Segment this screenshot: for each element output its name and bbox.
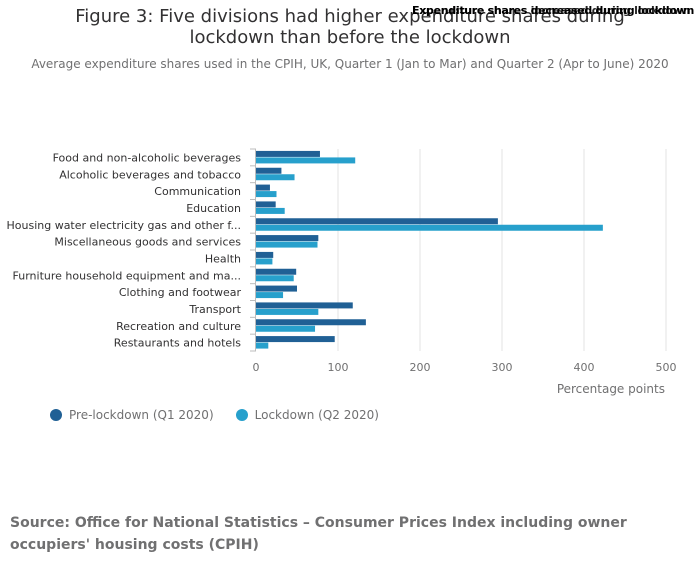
annotation-decreased: Expenditure shares decreased during lock… (412, 4, 694, 17)
source-note: Source: Office for National Statistics –… (10, 515, 627, 553)
category-label: Furniture household equipment and ma... (13, 269, 241, 282)
bar-lockdown (256, 174, 295, 181)
category-label: Alcoholic beverages and tobacco (59, 168, 241, 181)
category-label: Transport (188, 303, 241, 316)
x-tick-label: 100 (328, 361, 349, 374)
x-tick-label: 0 (253, 361, 260, 374)
category-label: Health (205, 252, 241, 265)
x-tick-label: 200 (410, 361, 431, 374)
bar-lockdown (256, 342, 269, 349)
bar-prelockdown (256, 167, 282, 174)
bar-prelockdown (256, 251, 274, 258)
chart-title: Figure 3: Five divisions had higher expe… (75, 6, 625, 48)
legend-swatch-lockdown (235, 409, 248, 421)
x-tick-label: 300 (492, 361, 513, 374)
bar-lockdown (256, 275, 294, 282)
category-label: Restaurants and hotels (114, 337, 241, 350)
bar-lockdown (256, 258, 273, 265)
bar-prelockdown (256, 201, 276, 208)
legend-item-prelockdown[interactable]: Pre-lockdown (Q1 2020) (50, 408, 214, 422)
category-label: Housing water electricity gas and other … (6, 219, 241, 232)
category-label: Recreation and culture (116, 320, 241, 333)
bar-prelockdown (256, 150, 320, 157)
chart-legend: Pre-lockdown (Q1 2020) Lockdown (Q2 2020… (50, 408, 379, 422)
legend-item-lockdown[interactable]: Lockdown (Q2 2020) (235, 408, 379, 422)
bar-prelockdown (256, 302, 353, 309)
bar-chart: 0 100 200 300 400 500 Food and non-alcoholic b… (6, 148, 677, 396)
bar-prelockdown (256, 218, 498, 225)
bar-prelockdown (256, 184, 270, 191)
legend-label-prelockdown: Pre-lockdown (Q1 2020) (69, 408, 214, 422)
category-label: Education (186, 202, 241, 215)
legend-swatch-prelockdown (50, 409, 62, 421)
bar-lockdown (256, 224, 603, 231)
category-label: Communication (154, 185, 241, 198)
bar-lockdown (256, 191, 277, 198)
bar-lockdown (256, 292, 284, 299)
x-axis-label: Percentage points (557, 382, 665, 396)
bar-prelockdown (256, 319, 366, 326)
bar-lockdown (256, 207, 285, 214)
bar-prelockdown (256, 268, 297, 275)
bar-prelockdown (256, 285, 297, 292)
category-label: Clothing and footwear (119, 286, 242, 299)
bar-prelockdown (256, 336, 335, 343)
category-label: Food and non-alcoholic beverages (53, 151, 242, 164)
x-tick-label: 500 (656, 361, 677, 374)
bar-prelockdown (256, 235, 319, 242)
chart-subtitle: Average expenditure shares used in the C… (31, 57, 669, 71)
annotation-increased: Expenditure shares increased during lock… (412, 4, 691, 17)
bar-lockdown (256, 157, 356, 164)
bar-lockdown (256, 325, 316, 332)
legend-label-lockdown: Lockdown (Q2 2020) (254, 408, 379, 422)
bar-lockdown (256, 241, 318, 248)
x-tick-label: 400 (574, 361, 595, 374)
bar-lockdown (256, 308, 319, 315)
category-label: Miscellaneous goods and services (54, 236, 241, 249)
